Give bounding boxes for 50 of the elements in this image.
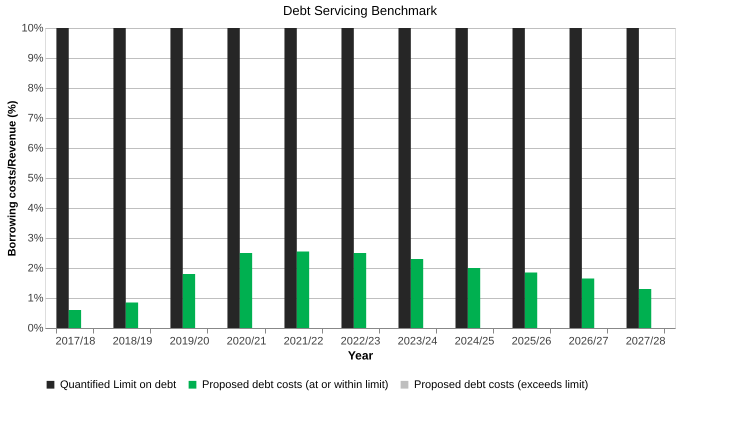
- legend-label: Quantified Limit on debt: [60, 378, 176, 391]
- bar: [354, 253, 366, 328]
- y-tick-label: 7%: [28, 112, 44, 124]
- bar: [456, 28, 468, 328]
- bar: [582, 278, 594, 328]
- y-tick-label: 10%: [21, 22, 44, 34]
- chart-title: Debt Servicing Benchmark: [283, 3, 438, 18]
- y-tick-label: 4%: [28, 202, 44, 214]
- bar: [410, 259, 424, 328]
- bar: [182, 274, 196, 328]
- bar: [512, 28, 525, 328]
- y-tick-label: 9%: [28, 52, 44, 64]
- legend-label: Proposed debt costs (exceeds limit): [414, 378, 588, 391]
- y-tick-label: 6%: [28, 142, 44, 154]
- bar: [570, 28, 582, 328]
- bar: [626, 28, 639, 328]
- y-tick-label: 8%: [28, 82, 44, 94]
- bar: [638, 289, 652, 328]
- x-tick-label: 2023/24: [398, 336, 438, 348]
- x-axis-title: Year: [348, 348, 374, 362]
- x-tick-label: 2019/20: [170, 336, 210, 348]
- bar: [240, 253, 252, 328]
- x-tick-label: 2018/19: [112, 336, 152, 348]
- bar: [341, 28, 354, 328]
- x-tick-label: 2025/26: [512, 336, 552, 348]
- x-tick-label: 2027/28: [626, 336, 666, 348]
- bar: [170, 28, 183, 328]
- y-tick-label: 2%: [28, 262, 44, 274]
- y-tick-label: 1%: [28, 292, 44, 304]
- bar: [284, 28, 297, 328]
- bar: [398, 28, 411, 328]
- y-tick-label: 5%: [28, 172, 44, 184]
- x-tick-label: 2024/25: [454, 336, 494, 348]
- bar: [113, 28, 126, 328]
- x-tick-label: 2021/22: [284, 336, 324, 348]
- bar: [56, 28, 69, 328]
- bar: [126, 302, 138, 328]
- x-tick-label: 2020/21: [226, 336, 266, 348]
- x-tick-label: 2017/18: [56, 336, 96, 348]
- x-tick-label: 2022/23: [340, 336, 380, 348]
- bar: [68, 310, 82, 328]
- legend-label: Proposed debt costs (at or within limit): [202, 378, 388, 391]
- bar: [468, 268, 480, 328]
- y-tick-label: 3%: [28, 232, 44, 244]
- y-tick-label: 0%: [28, 322, 44, 334]
- x-tick-label: 2026/27: [568, 336, 608, 348]
- y-axis-title: Borrowing costs/Revenue (%): [6, 100, 18, 256]
- bar: [296, 252, 310, 328]
- bar: [227, 28, 240, 328]
- bar: [524, 272, 538, 328]
